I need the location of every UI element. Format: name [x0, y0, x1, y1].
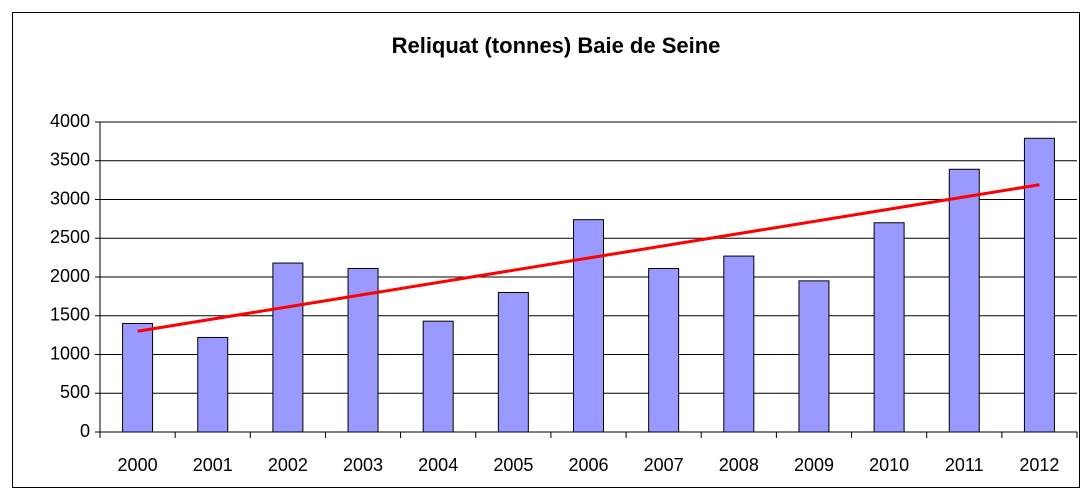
y-tick-label: 3000: [50, 188, 90, 208]
bar: [497, 292, 529, 433]
chart-title: Reliquat (tonnes) Baie de Seine: [392, 33, 721, 58]
bar: [873, 222, 905, 433]
trend-line: [137, 183, 1040, 333]
bar: [648, 267, 680, 433]
bar: [798, 280, 830, 433]
y-tick-label: 0: [80, 421, 90, 441]
x-tick-label: 2002: [268, 455, 308, 475]
x-tick-label: 2007: [644, 455, 684, 475]
x-tick-label: 2012: [1019, 455, 1059, 475]
chart-border: [12, 12, 1080, 488]
x-tick-label: 2005: [493, 455, 533, 475]
x-tick-label: 2006: [568, 455, 608, 475]
y-tick-label: 1000: [50, 343, 90, 363]
y-tick-label: 4000: [50, 111, 90, 131]
x-tick-label: 2011: [945, 455, 984, 475]
x-tick-label: 2004: [418, 455, 458, 475]
bar: [197, 336, 229, 433]
y-tick-label: 500: [60, 382, 90, 402]
x-tick-label: 2009: [794, 455, 834, 475]
bar: [573, 219, 604, 433]
bar: [422, 320, 454, 433]
y-tick-label: 1500: [50, 305, 90, 325]
x-tick-label: 2001: [193, 455, 233, 475]
x-tick-label: 2003: [343, 455, 383, 475]
y-tick-label: 3500: [50, 150, 90, 170]
bar: [1023, 137, 1055, 433]
y-tick-label: 2500: [50, 227, 90, 247]
bar: [948, 168, 980, 433]
x-tick-label: 2010: [869, 455, 909, 475]
x-tick-label: 2008: [719, 455, 759, 475]
bar: [723, 255, 755, 433]
x-tick-label: 2000: [118, 455, 158, 475]
y-tick-label: 2000: [50, 266, 90, 286]
bar: [272, 262, 304, 433]
bar: [122, 323, 154, 433]
